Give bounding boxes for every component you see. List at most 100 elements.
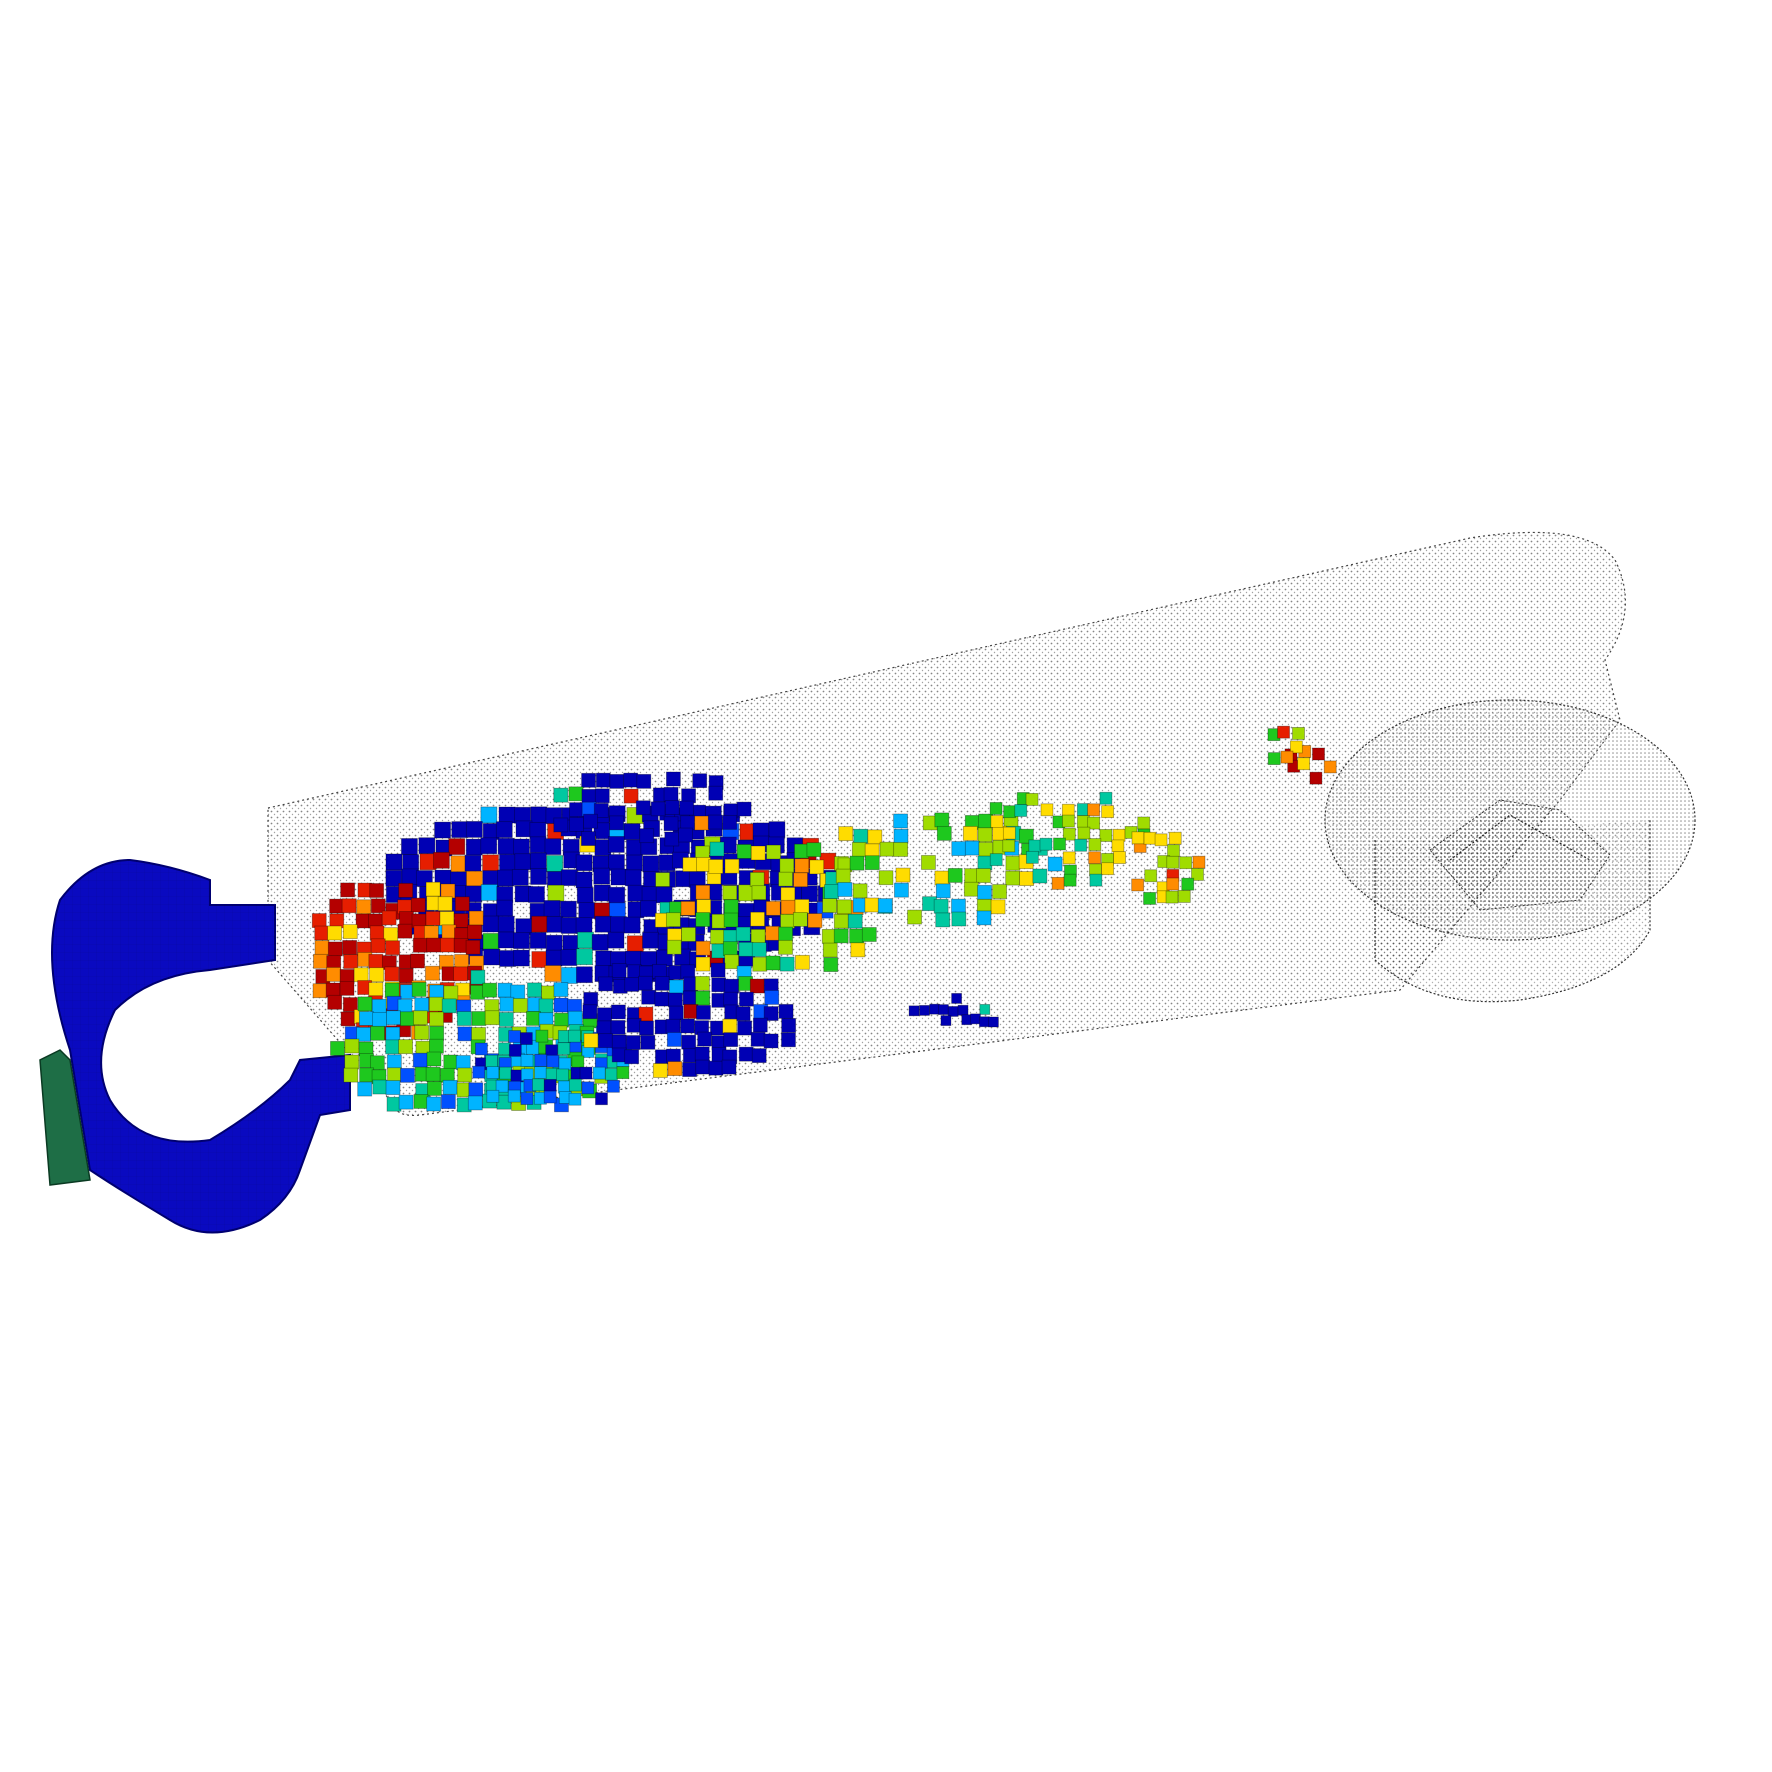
voxel-cell: [801, 885, 818, 903]
voxel-cell: [723, 991, 739, 1007]
voxel-cell: [1074, 838, 1088, 852]
voxel-cell: [519, 1032, 533, 1045]
voxel-cell: [313, 953, 328, 969]
voxel-cell: [482, 933, 500, 950]
voxel-cell: [498, 1012, 514, 1027]
voxel-cell: [314, 940, 330, 955]
voxel-cell: [544, 838, 562, 856]
voxel-cell: [359, 1067, 375, 1083]
voxel-cell: [581, 772, 596, 788]
voxel-cell: [627, 884, 645, 902]
voxel-cell: [680, 1018, 695, 1034]
voxel-cell: [919, 1005, 930, 1016]
voxel-cell: [642, 855, 660, 873]
voxel-cell: [667, 992, 683, 1008]
voxel-cell: [764, 990, 780, 1005]
voxel-cell: [399, 1011, 415, 1027]
voxel-cell: [357, 1081, 373, 1097]
voxel-cell: [357, 996, 373, 1012]
voxel-cell: [724, 978, 740, 994]
voxel-cell: [641, 886, 659, 903]
voxel-cell: [624, 1049, 640, 1065]
voxel-cell: [514, 853, 532, 871]
voxel-cell: [327, 925, 343, 941]
voxel-cell: [752, 1017, 768, 1033]
voxel-cell: [402, 854, 420, 871]
voxel-cell: [877, 898, 893, 914]
voxel-cell: [979, 1004, 991, 1015]
voxel-cell: [739, 991, 754, 1007]
voxel-cell: [664, 831, 680, 847]
voxel-cell: [836, 899, 852, 915]
voxel-cell: [567, 1010, 583, 1026]
voxel-cell: [951, 911, 967, 927]
handle-end-cap: [39, 1049, 91, 1186]
voxel-cell: [385, 1010, 401, 1026]
voxel-cell: [1101, 862, 1114, 876]
voxel-cell: [480, 884, 498, 901]
voxel-cell: [371, 998, 387, 1014]
voxel-cell: [853, 828, 869, 844]
voxel-cell: [750, 928, 766, 944]
voxel-cell: [1087, 803, 1100, 817]
voxel-cell: [635, 800, 651, 816]
voxel-cell: [485, 1054, 499, 1068]
voxel-cell: [456, 1011, 472, 1026]
voxel-cell: [1267, 752, 1281, 765]
voxel-cell: [553, 817, 569, 833]
voxel-cell: [823, 957, 839, 972]
voxel-cell: [668, 1005, 684, 1021]
voxel-cell: [921, 855, 936, 870]
voxel-cell: [962, 825, 978, 841]
voxel-cell: [398, 1039, 413, 1055]
voxel-cell: [467, 1095, 483, 1111]
voxel-cell: [951, 841, 967, 856]
voxel-cell: [666, 939, 682, 955]
voxel-cell: [623, 823, 641, 841]
voxel-cell: [990, 815, 1004, 828]
voxel-cell: [779, 956, 795, 972]
voxel-cell: [399, 911, 414, 926]
voxel-cell: [1005, 870, 1021, 886]
voxel-cell: [976, 868, 991, 883]
voxel-cell: [851, 842, 867, 857]
voxel-cell: [763, 1006, 779, 1021]
voxel-cell: [833, 913, 849, 929]
voxel-cell: [387, 1067, 402, 1083]
voxel-cell: [576, 887, 594, 904]
voxel-cell: [557, 1042, 571, 1056]
voxel-cell: [793, 872, 808, 888]
voxel-cell: [678, 827, 693, 843]
voxel-cell: [696, 899, 712, 914]
voxel-cell: [781, 1017, 797, 1033]
voxel-cell: [837, 882, 853, 897]
voxel-cell: [355, 913, 371, 929]
voxel-cell: [835, 868, 851, 884]
voxel-cell: [1062, 814, 1075, 828]
voxel-cell: [737, 1020, 753, 1036]
voxel-cell: [640, 900, 657, 918]
voxel-cell: [951, 993, 962, 1004]
voxel-cell: [343, 954, 359, 969]
voxel-cell: [543, 900, 561, 917]
voxel-cell: [604, 1067, 618, 1081]
voxel-cell: [861, 927, 877, 942]
voxel-cell: [752, 956, 768, 972]
voxel-cell: [654, 975, 670, 991]
voxel-cell: [547, 884, 565, 902]
voxel-cell: [497, 982, 513, 998]
voxel-cell: [412, 1052, 428, 1068]
voxel-cell: [1077, 826, 1091, 840]
voxel-cell: [526, 1010, 541, 1026]
voxel-cell: [695, 940, 711, 956]
voxel-cell: [751, 942, 767, 957]
voxel-cell: [696, 856, 711, 872]
voxel-cell: [425, 965, 440, 981]
voxel-cell: [665, 912, 681, 928]
voxel-cell: [893, 828, 909, 844]
voxel-cell: [465, 821, 483, 838]
voxel-cell: [736, 801, 752, 817]
voxel-cell: [894, 882, 909, 898]
voxel-cell: [642, 931, 659, 949]
